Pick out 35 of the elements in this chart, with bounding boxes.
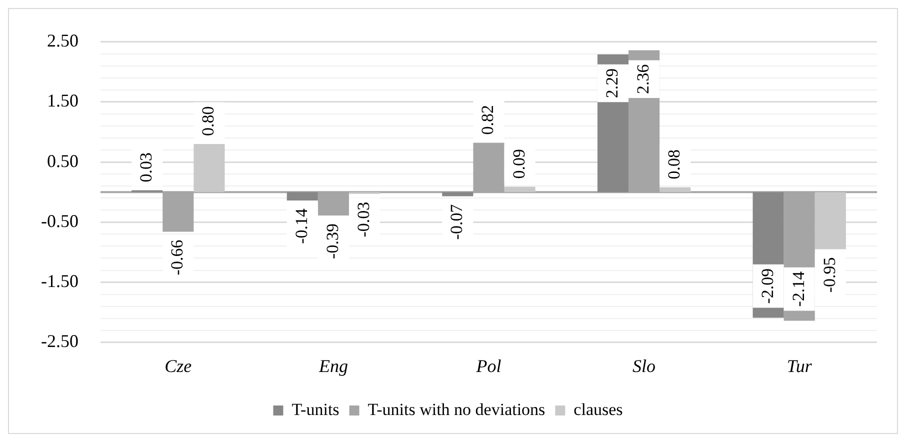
data-label: 2.29 (602, 68, 622, 98)
legend-label: T-units with no deviations (368, 400, 546, 419)
x-tick-label: Pol (475, 356, 502, 376)
x-tick-label: Eng (318, 356, 348, 376)
data-label: -2.09 (758, 268, 777, 304)
data-label: 0.09 (509, 148, 528, 179)
bar (286, 192, 318, 201)
data-label: -0.95 (820, 257, 839, 293)
x-tick-label: Slo (632, 356, 656, 376)
data-label: 0.08 (664, 150, 684, 180)
legend-label: clauses (574, 400, 623, 419)
data-label: -0.14 (292, 208, 311, 244)
y-tick-label: -1.50 (40, 271, 78, 292)
bar (660, 187, 691, 192)
bar (442, 192, 474, 196)
bar (504, 186, 536, 192)
legend-label: T-units (292, 400, 340, 419)
data-label: 0.80 (198, 106, 218, 136)
data-label: -0.07 (447, 204, 466, 240)
data-label: -0.03 (354, 202, 373, 238)
y-tick-label: 1.50 (46, 90, 78, 111)
bar (814, 192, 846, 250)
y-tick-label: 2.50 (46, 30, 78, 51)
x-tick-label: Cze (164, 356, 192, 376)
data-label: -0.66 (168, 240, 187, 276)
data-label: -0.39 (322, 224, 342, 259)
y-tick-label: -2.50 (40, 331, 78, 352)
y-tick-label: -0.50 (40, 210, 78, 231)
x-tick-label: Tur (786, 356, 813, 376)
data-label: -2.14 (788, 270, 808, 307)
data-label: 0.82 (478, 105, 498, 135)
data-label: 2.36 (634, 64, 653, 94)
bar (194, 144, 225, 192)
y-tick-label: 0.50 (46, 150, 78, 171)
data-label: 0.03 (136, 152, 156, 182)
